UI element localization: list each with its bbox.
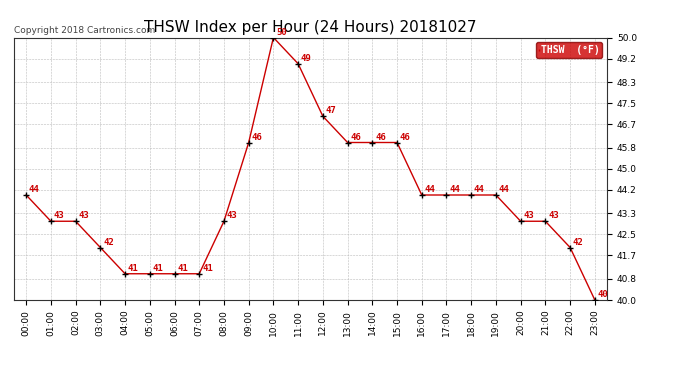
Text: 46: 46 (375, 133, 386, 142)
Text: Copyright 2018 Cartronics.com: Copyright 2018 Cartronics.com (14, 26, 155, 35)
Text: 46: 46 (351, 133, 361, 142)
Text: 44: 44 (474, 185, 485, 194)
Text: 41: 41 (152, 264, 164, 273)
Text: 43: 43 (548, 211, 559, 220)
Text: 44: 44 (449, 185, 460, 194)
Legend: THSW  (°F): THSW (°F) (536, 42, 602, 58)
Text: 47: 47 (326, 106, 337, 116)
Text: 43: 43 (54, 211, 64, 220)
Text: 40: 40 (598, 290, 609, 299)
Text: 44: 44 (424, 185, 435, 194)
Text: 44: 44 (499, 185, 509, 194)
Text: 41: 41 (177, 264, 188, 273)
Text: 46: 46 (251, 133, 262, 142)
Text: 50: 50 (276, 28, 287, 37)
Text: 46: 46 (400, 133, 411, 142)
Text: 43: 43 (524, 211, 534, 220)
Text: 41: 41 (128, 264, 139, 273)
Text: 49: 49 (301, 54, 312, 63)
Text: 43: 43 (227, 211, 237, 220)
Text: 42: 42 (573, 238, 584, 247)
Text: 41: 41 (202, 264, 213, 273)
Text: 42: 42 (103, 238, 114, 247)
Title: THSW Index per Hour (24 Hours) 20181027: THSW Index per Hour (24 Hours) 20181027 (144, 20, 477, 35)
Text: 43: 43 (79, 211, 89, 220)
Text: 44: 44 (29, 185, 40, 194)
